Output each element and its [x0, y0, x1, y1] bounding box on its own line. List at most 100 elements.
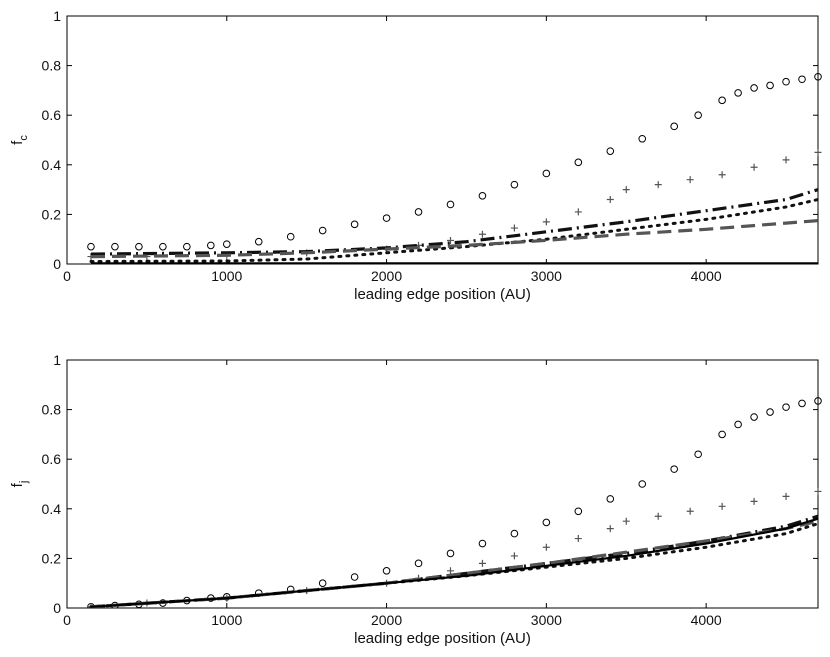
- series-line-dashed-fc: [90, 219, 819, 259]
- y-tick-label-fc-4: 0.8: [42, 58, 62, 74]
- series-circle-point-fc-26: [782, 77, 790, 86]
- series-circle-point-fc-12: [414, 208, 423, 216]
- series-circle-point-fj-27: [798, 399, 806, 408]
- series-circle-point-fj-26: [782, 403, 790, 411]
- series-circle-point-fc-13: [446, 200, 455, 209]
- series-circle-point-fj-23: [734, 420, 742, 429]
- series-circle-point-fj-16: [542, 518, 551, 527]
- y-tick-label-fj-1: 0.2: [42, 550, 62, 566]
- series-circle-point-fc-1: [111, 242, 119, 251]
- series-circle-point-fc-7: [254, 237, 263, 246]
- series-plus-point-fj-15: [718, 502, 726, 510]
- series-circle-point-fj-18: [606, 495, 615, 503]
- series-plus-point-fj-11: [606, 525, 614, 533]
- series-circle-point-fc-24: [750, 84, 758, 92]
- series-plus-point-fc-14: [686, 176, 694, 184]
- y-tick-label-fj-2: 0.4: [42, 501, 62, 517]
- series-plus-point-fj-9: [542, 543, 550, 551]
- y-axis-label-main-fc: f: [9, 140, 26, 145]
- y-axis-label-sub-fj: j: [18, 481, 30, 484]
- y-axis-label-fc: fc: [9, 135, 30, 145]
- series-plus-point-fc-10: [574, 208, 582, 216]
- series-plus-point-fj-12: [622, 517, 630, 525]
- y-axis-label-fj: fj: [9, 481, 30, 488]
- x-tick-label-fc-0: 0: [63, 268, 71, 284]
- top-panel-fc: 0 1000 2000 3000 4000 0 0.2 0.4 0.6 0.8 1 leading e…: [9, 8, 822, 303]
- series-plus-point-fc-9: [542, 218, 550, 226]
- x-tick-label-fc-3: 3000: [531, 268, 562, 284]
- y-axis-label-sub-fc: c: [18, 135, 30, 141]
- series-circle-point-fj-20: [670, 465, 678, 473]
- y-tick-label-fj-0: 0: [53, 600, 61, 616]
- series-line-dash-dot-fc: [90, 188, 819, 256]
- series-plus-point-fj-8: [510, 552, 518, 560]
- series-circle-point-fc-9: [318, 226, 327, 235]
- series-circle-point-fj-12: [414, 559, 423, 568]
- y-tick-label-fc-5: 1: [53, 8, 61, 24]
- series-circle-point-fc-2: [135, 242, 143, 251]
- series-plus-point-fc-7: [478, 230, 486, 238]
- series-circle-point-fc-27: [798, 75, 806, 84]
- series-plus-point-fj-7: [478, 559, 486, 567]
- series-circle-point-fj-17: [574, 507, 583, 516]
- y-axis-label-main-fj: f: [9, 482, 26, 487]
- series-plus-point-fc-12: [622, 186, 630, 194]
- series-circle-point-fj-19: [638, 480, 647, 488]
- series-circle-point-fc-25: [766, 81, 774, 90]
- series-plus-point-fj-10: [574, 535, 582, 543]
- series-plus-point-fj-18: [814, 487, 822, 495]
- series-plus-point-fc-15: [718, 171, 726, 179]
- series-circle-point-fc-15: [510, 180, 519, 189]
- series-plus-point-fj-13: [654, 512, 662, 520]
- series-line-solid-fj: [90, 517, 819, 608]
- y-tick-label-fc-3: 0.6: [42, 107, 62, 123]
- x-tick-label-fj-0: 0: [63, 612, 71, 628]
- series-circle-point-fc-6: [222, 240, 231, 248]
- plot-frame-fj: [66, 359, 819, 609]
- x-tick-label-fj-3: 3000: [531, 612, 562, 628]
- series-circle-point-fc-11: [382, 214, 391, 222]
- series-circle-point-fc-28: [814, 72, 822, 81]
- series-circle-point-fc-10: [350, 220, 359, 229]
- series-circle-point-fc-17: [574, 158, 583, 167]
- series-circle-point-fc-3: [159, 242, 167, 251]
- series-line-dotted-fj: [89, 522, 820, 608]
- series-plus-point-fj-6: [446, 567, 454, 575]
- series-circle-point-fj-22: [718, 430, 726, 439]
- series-line-dash-dot-fj: [90, 514, 819, 608]
- series-plus-point-fc-18: [814, 148, 822, 156]
- series-plus-point-fc-17: [782, 156, 790, 164]
- x-tick-label-fc-1: 1000: [211, 268, 242, 284]
- series-circle-point-fj-11: [382, 567, 391, 575]
- x-axis-label-fj: leading edge position (AU): [354, 630, 531, 647]
- series-line-dotted-fc: [89, 198, 820, 263]
- series-circle-point-fc-4: [183, 242, 191, 251]
- x-tick-label-fj-1: 1000: [211, 612, 242, 628]
- bottom-panel-fj: 0 1000 2000 3000 4000 0 0.2 0.4 0.6 0.8 1 leading e…: [9, 352, 822, 647]
- series-line-dashed-fj: [90, 519, 819, 608]
- plot-frame-fc: [66, 15, 819, 265]
- series-plus-point-fc-13: [654, 181, 662, 189]
- series-circle-point-fc-22: [718, 96, 726, 105]
- series-plus-point-fj-17: [782, 492, 790, 500]
- series-circle-point-fc-21: [694, 111, 702, 119]
- series-plus-point-fc-8: [510, 224, 518, 232]
- y-tick-label-fj-3: 0.6: [42, 451, 62, 467]
- series-group-fc: [87, 72, 822, 264]
- y-tick-label-fc-1: 0.2: [42, 206, 62, 222]
- series-plus-point-fc-6: [446, 236, 454, 244]
- series-circle-point-fj-9: [318, 579, 327, 588]
- series-circle-point-fc-8: [286, 232, 295, 241]
- x-tick-label-fc-2: 2000: [371, 268, 402, 284]
- series-plus-point-fj-16: [750, 497, 758, 505]
- series-circle-point-fc-20: [670, 122, 678, 131]
- series-circle-point-fc-19: [638, 134, 647, 143]
- x-tick-label-fj-2: 2000: [371, 612, 402, 628]
- series-circle-point-fj-13: [446, 549, 455, 558]
- series-circle-point-fc-23: [734, 89, 742, 97]
- series-circle-point-fj-25: [766, 408, 774, 416]
- series-circle-point-fc-16: [542, 169, 551, 178]
- series-plus-point-fj-14: [686, 507, 694, 515]
- series-plus-point-fc-11: [606, 196, 614, 204]
